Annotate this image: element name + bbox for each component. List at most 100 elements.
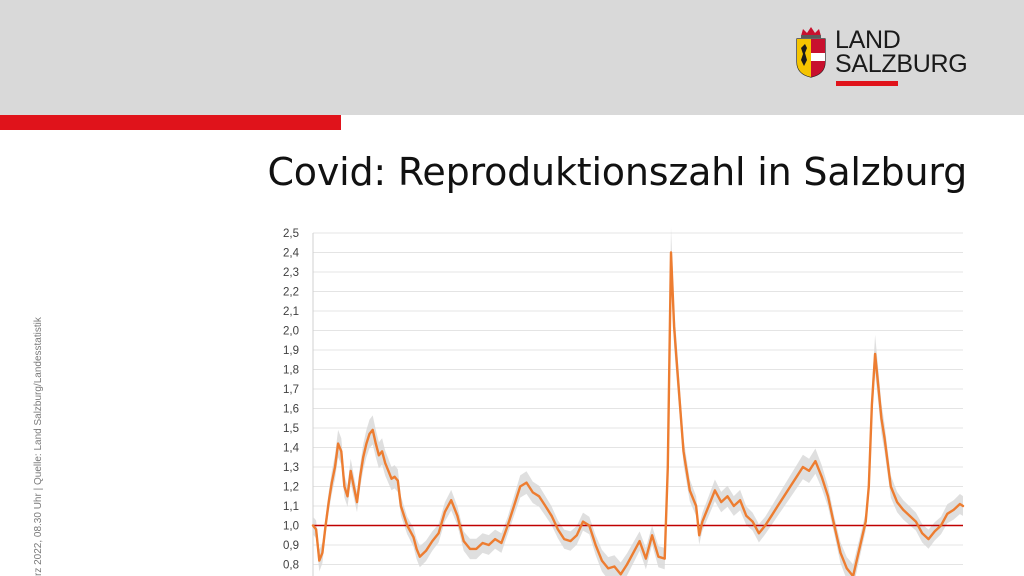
data-point: [663, 557, 666, 560]
data-point: [390, 477, 393, 480]
y-tick-label: 1,4: [283, 443, 300, 455]
data-point: [513, 505, 515, 507]
data-point: [378, 454, 380, 457]
data-point: [494, 538, 496, 540]
data-point: [889, 485, 892, 488]
data-point: [396, 479, 399, 482]
y-tick-label: 1,2: [283, 482, 299, 494]
data-point: [318, 559, 321, 562]
data-point: [933, 530, 936, 533]
data-point: [506, 524, 509, 527]
y-tick-label: 2,4: [283, 248, 300, 260]
data-point: [346, 495, 349, 498]
data-point: [525, 481, 528, 484]
data-point: [745, 514, 748, 517]
data-point: [456, 514, 459, 517]
data-point: [921, 532, 924, 535]
data-point: [908, 514, 911, 517]
data-point: [802, 466, 804, 468]
data-point: [343, 485, 346, 488]
data-point: [312, 524, 314, 527]
data-point: [321, 551, 324, 554]
data-point: [337, 442, 339, 445]
accent-bar: [0, 115, 341, 130]
data-point: [349, 470, 352, 472]
data-point: [902, 509, 905, 511]
header-band: [0, 0, 1024, 115]
data-point: [557, 528, 559, 531]
data-point: [575, 534, 578, 537]
data-point: [487, 544, 490, 546]
data-point: [393, 475, 396, 478]
data-point: [519, 485, 522, 488]
data-point: [569, 540, 572, 542]
data-point: [839, 551, 842, 554]
data-point: [651, 534, 653, 537]
data-point: [776, 505, 779, 507]
y-tick-label: 1,7: [283, 384, 299, 396]
y-tick-label: 1,8: [283, 365, 299, 377]
y-tick-label: 0,8: [283, 560, 299, 572]
data-point: [365, 442, 368, 445]
data-point: [632, 551, 635, 554]
data-point: [481, 542, 484, 544]
data-point: [418, 555, 421, 558]
data-point: [450, 499, 453, 502]
data-point: [814, 460, 817, 462]
data-point: [462, 540, 465, 542]
data-point: [867, 485, 870, 488]
data-point: [582, 520, 584, 523]
data-point: [613, 565, 616, 568]
data-point: [707, 505, 710, 507]
data-point: [356, 501, 358, 503]
series-line-group: [311, 251, 965, 576]
y-tick-label: 1,5: [283, 423, 299, 435]
data-point: [626, 563, 628, 566]
y-tick-label: 2,2: [283, 287, 299, 299]
data-point: [758, 532, 760, 535]
data-point: [726, 495, 729, 498]
data-point: [444, 510, 446, 513]
data-point: [330, 481, 333, 484]
data-point: [880, 417, 883, 420]
data-point: [764, 524, 767, 527]
data-point: [820, 475, 823, 478]
data-point: [751, 520, 754, 523]
y-tick-label: 0,9: [283, 540, 299, 552]
data-point: [946, 512, 949, 515]
data-point: [544, 505, 547, 507]
coat-of-arms-icon: [796, 27, 826, 78]
data-point: [783, 495, 785, 498]
land-salzburg-logo[interactable]: LAND SALZBURG: [795, 26, 975, 90]
y-tick-label: 2,5: [283, 228, 299, 240]
data-point: [415, 548, 418, 550]
data-point: [387, 470, 390, 472]
data-point: [327, 501, 330, 503]
data-point: [770, 514, 773, 517]
series-line: [311, 251, 965, 576]
y-tick-label: 2,0: [283, 326, 299, 338]
data-point: [688, 489, 691, 492]
data-point: [962, 505, 964, 507]
y-tick-label: 2,3: [283, 267, 299, 279]
y-tick-label: 1,1: [283, 501, 299, 513]
data-point: [550, 514, 553, 517]
data-point: [431, 540, 434, 542]
data-point: [594, 544, 597, 546]
data-point: [808, 470, 810, 472]
data-point: [714, 489, 716, 492]
data-point: [371, 429, 374, 431]
data-point: [315, 528, 317, 531]
data-point: [720, 501, 723, 503]
y-tick-label: 1,9: [283, 345, 299, 357]
data-point: [384, 462, 387, 464]
data-point: [673, 325, 675, 328]
y-tick-label: 2,1: [283, 306, 299, 318]
data-point: [959, 503, 961, 505]
data-point: [833, 524, 836, 527]
brand-line-2: SALZBURG: [835, 50, 968, 78]
data-point: [619, 573, 622, 576]
data-point: [352, 485, 355, 488]
y-tick-label: 1,0: [283, 521, 299, 533]
data-point: [588, 524, 591, 527]
